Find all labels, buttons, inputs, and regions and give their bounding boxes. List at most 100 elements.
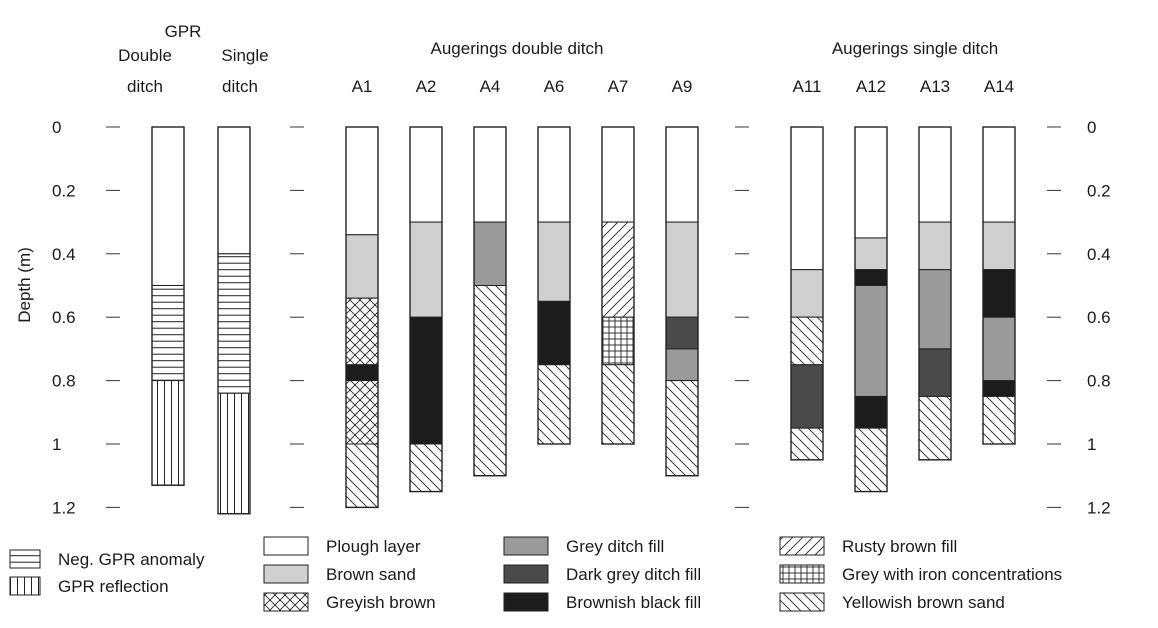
column-outline (151, 126, 185, 486)
depth-tick-label-right: 0 (1087, 118, 1096, 137)
column-A14 (982, 126, 1016, 445)
legend-swatch (779, 536, 825, 556)
column-label-A6: A6 (544, 77, 565, 96)
column-label-A2: A2 (416, 77, 437, 96)
layer-greyish-brown (345, 380, 379, 445)
layer-plough (854, 126, 888, 239)
legend-swatch (779, 592, 825, 612)
layer-dark-grey-fill (790, 364, 824, 429)
layer-dark-grey-fill (665, 316, 699, 350)
layer-brown-sand (982, 221, 1016, 271)
legend-label: Brown sand (326, 565, 416, 584)
column-outline (537, 126, 571, 445)
column-outline (854, 126, 888, 493)
layer-grey-fill (473, 221, 507, 287)
layer-plough (217, 126, 251, 255)
column-outline (918, 126, 952, 461)
layer-neg-gpr (151, 285, 185, 382)
y-axis-label: Depth (m) (15, 247, 34, 323)
layer-gpr-reflection (217, 392, 251, 515)
layer-neg-gpr (217, 253, 251, 394)
legend-label: Grey ditch fill (566, 537, 664, 556)
right-tick-labels: 0 0.2 0.4 0.6 0.8 1 1.2 (1087, 118, 1111, 517)
header-double-ditch-1: Double (118, 46, 172, 65)
depth-tick-marks (106, 126, 1061, 508)
column-A4 (473, 126, 507, 477)
column-label-A14: A14 (984, 77, 1014, 96)
layer-brownish-black (345, 364, 379, 382)
depth-tick-label-right: 0.8 (1087, 372, 1111, 391)
depth-tick-label-right: 0.6 (1087, 308, 1111, 327)
legend-swatch (503, 536, 549, 556)
column-label-A7: A7 (608, 77, 629, 96)
legend-item-grey-iron: Grey with iron concentrations (779, 564, 1062, 584)
legend-swatch (503, 592, 549, 612)
layer-plough (918, 126, 952, 223)
header-double-ditch-2: ditch (127, 77, 163, 96)
column-outline (217, 126, 251, 515)
depth-tick-label-right: 1 (1087, 435, 1096, 454)
layer-yellowish-brown (345, 443, 379, 508)
legend-swatch (779, 564, 825, 584)
legend-swatch (9, 549, 41, 569)
layer-yellowish-brown (473, 285, 507, 477)
layer-plough (537, 126, 571, 223)
column-gpr-double (151, 126, 185, 486)
layer-brown-sand (665, 221, 699, 318)
legend-label: GPR reflection (58, 577, 169, 596)
legend-item-plough: Plough layer (263, 536, 421, 556)
legend-swatch (263, 592, 309, 612)
layer-brownish-black (854, 395, 888, 429)
depth-tick-label-left: 0.4 (52, 245, 76, 264)
layer-plough (601, 126, 635, 223)
legend-swatch (263, 536, 309, 556)
layer-brown-sand (790, 269, 824, 318)
layer-grey-fill (854, 285, 888, 397)
column-outline (473, 126, 507, 477)
layer-grey-fill (665, 348, 699, 382)
layer-plough (790, 126, 824, 271)
column-A7 (601, 126, 635, 445)
layer-yellowish-brown (790, 427, 824, 461)
layer-dark-grey-fill (918, 348, 952, 397)
column-A6 (537, 126, 571, 445)
legend-item-yellowish-brown: Yellowish brown sand (779, 592, 1005, 612)
column-label-A11: A11 (793, 77, 822, 96)
legend-label: Rusty brown fill (842, 537, 957, 556)
legend-label: Grey with iron concentrations (842, 565, 1062, 584)
layer-plough (409, 126, 443, 223)
legend-item-brown-sand: Brown sand (263, 564, 416, 584)
depth-tick-label-left: 1.2 (52, 498, 76, 517)
legend-label: Neg. GPR anomaly (58, 550, 205, 569)
layer-brown-sand (537, 221, 571, 302)
depth-tick-label-left: 0 (52, 118, 61, 137)
legend-item-rusty-brown: Rusty brown fill (779, 536, 957, 556)
layer-brownish-black (982, 269, 1016, 318)
legend-swatch (9, 576, 41, 596)
legend-swatch (503, 564, 549, 584)
layer-brown-sand (918, 221, 952, 271)
layer-brown-sand (409, 221, 443, 318)
profile-columns (151, 126, 1016, 515)
column-outline (790, 126, 824, 461)
layer-yellowish-brown (409, 443, 443, 493)
column-outline (601, 126, 635, 445)
layer-plough (151, 126, 185, 286)
layer-grey-iron (601, 316, 635, 366)
layer-brownish-black (537, 300, 571, 366)
layer-plough (473, 126, 507, 223)
legend-label: Brownish black fill (566, 593, 701, 612)
header-augerings-double: Augerings double ditch (431, 39, 604, 58)
layer-yellowish-brown (665, 380, 699, 477)
header-single-ditch-2: ditch (222, 77, 258, 96)
layer-gpr-reflection (151, 380, 185, 486)
legend-label: Dark grey ditch fill (566, 565, 701, 584)
depth-tick-label-right: 0.2 (1087, 181, 1111, 200)
column-A9 (665, 126, 699, 477)
column-outline (409, 126, 443, 493)
legend: Neg. GPR anomaly GPR reflection Plough lay… (9, 536, 1062, 612)
layer-grey-fill (918, 269, 952, 350)
depth-tick-label-left: 0.2 (52, 181, 76, 200)
layer-yellowish-brown (601, 364, 635, 445)
